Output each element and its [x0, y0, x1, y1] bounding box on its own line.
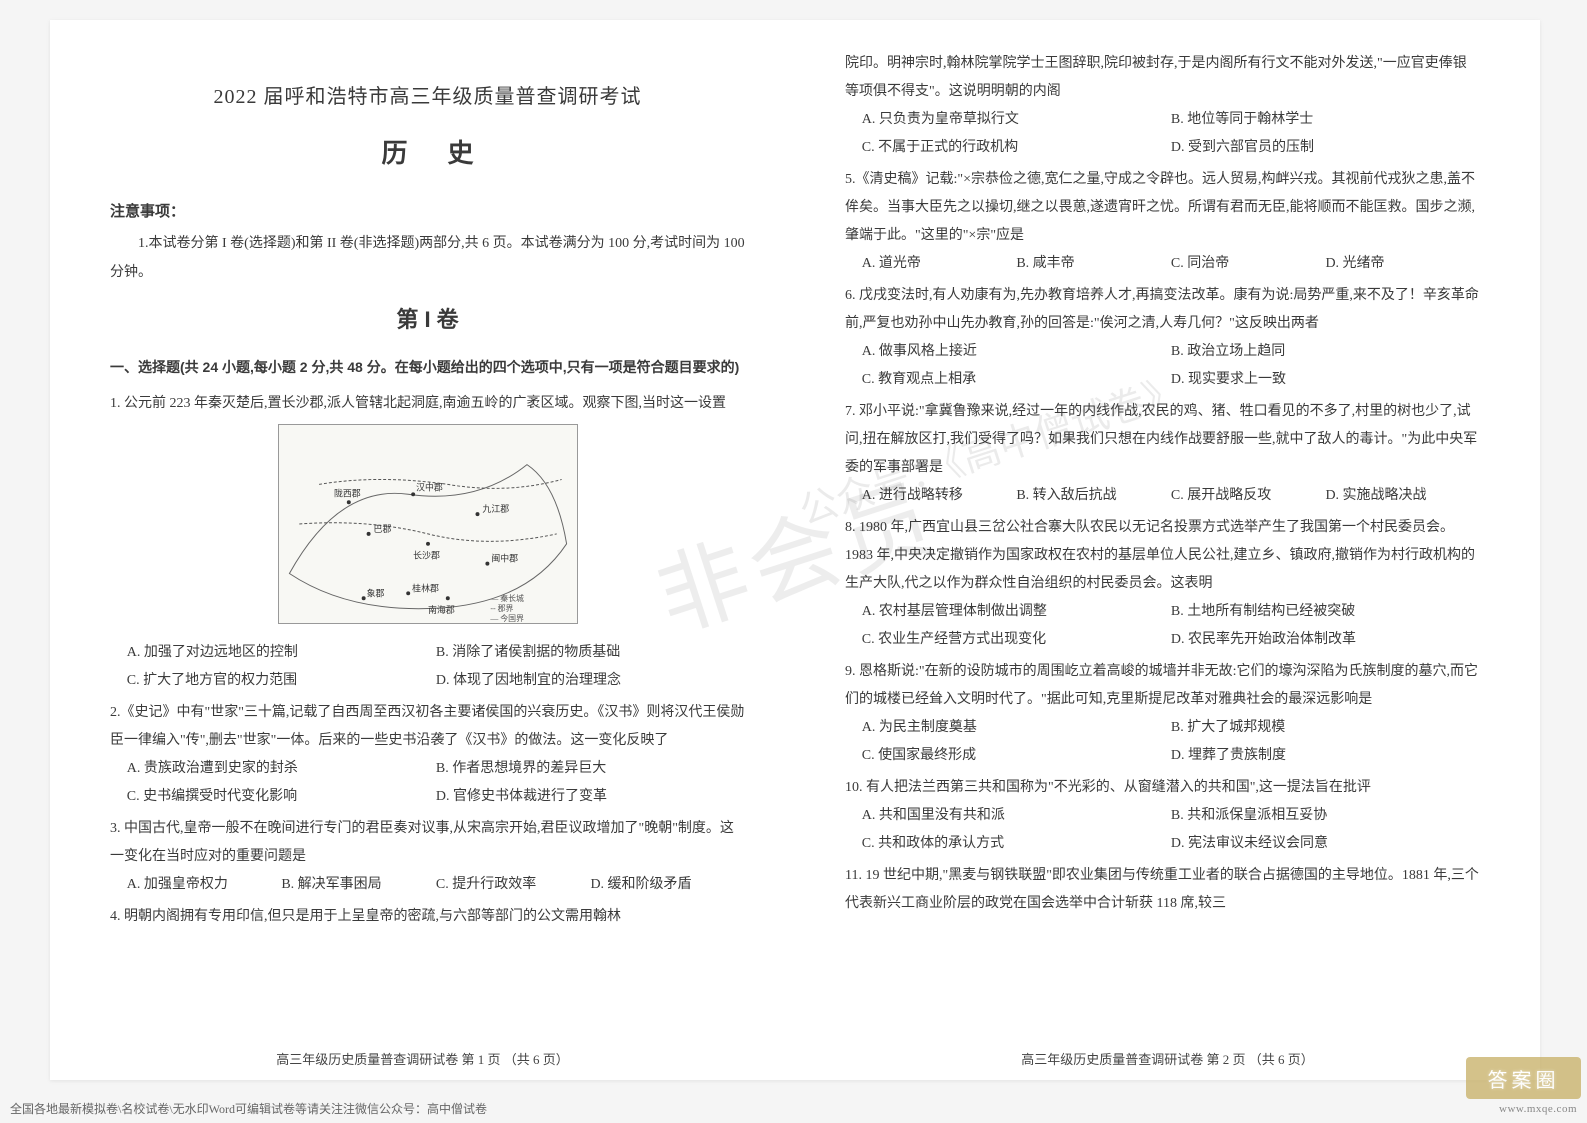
q4-opt-d: D. 受到六部官员的压制 — [1171, 134, 1480, 162]
q9-stem: 9. 恩格斯说:"在新的设防城市的周围屹立着高峻的城墙并非无故:它们的壕沟深陷为… — [845, 658, 1480, 714]
svg-text:闽中郡: 闽中郡 — [491, 553, 518, 564]
svg-text:长沙郡: 长沙郡 — [413, 550, 440, 561]
question-11-partial: 11. 19 世纪中期,"黑麦与钢铁联盟"即农业集团与传统重工业者的联合占据德国… — [845, 862, 1480, 918]
q9-opt-d: D. 埋葬了贵族制度 — [1171, 742, 1480, 770]
q3-opt-a: A. 加强皇帝权力 — [127, 871, 282, 899]
question-1: 1. 公元前 223 年秦灭楚后,置长沙郡,派人管辖北起洞庭,南逾五岭的广袤区域… — [110, 390, 745, 695]
q8-opt-a: A. 农村基层管理体制做出调整 — [862, 598, 1171, 626]
question-2: 2.《史记》中有"世家"三十篇,记载了自西周至西汉初各主要诸侯国的兴衰历史。《汉… — [110, 699, 745, 811]
svg-text:汉中郡: 汉中郡 — [416, 482, 443, 493]
notice-label: 注意事项： — [110, 200, 745, 221]
svg-text:— 今国界: — 今国界 — [489, 613, 524, 623]
svg-text:-- 郡界: -- 郡界 — [490, 604, 513, 613]
q9-opt-b: B. 扩大了城邦规模 — [1171, 714, 1480, 742]
q6-opt-a: A. 做事风格上接近 — [862, 338, 1171, 366]
part1-label: 第 I 卷 — [110, 302, 745, 334]
question-7: 7. 邓小平说:"拿冀鲁豫来说,经过一年的内线作战,农民的鸡、猪、牲口看见的不多… — [845, 398, 1480, 510]
q5-stem: 5.《清史稿》记载:"×宗恭俭之德,宽仁之量,守成之令辟也。远人贸易,构衅兴戎。… — [845, 166, 1480, 250]
svg-text:桂林郡: 桂林郡 — [412, 583, 439, 594]
q1-opt-b: B. 消除了诸侯割据的物质基础 — [436, 639, 745, 667]
q10-opt-b: B. 共和派保皇派相互妥协 — [1171, 802, 1480, 830]
q3-opt-b: B. 解决军事困局 — [281, 871, 436, 899]
q4-stem-partial: 4. 明朝内阁拥有专用印信,但只是用于上呈皇帝的密疏,与六部等部门的公文需用翰林 — [110, 903, 745, 931]
svg-text:象郡: 象郡 — [366, 588, 384, 599]
question-6: 6. 戊戌变法时,有人劝康有为,先办教育培养人才,再搞变法改革。康有为说:局势严… — [845, 282, 1480, 394]
q7-opt-c: C. 展开战略反攻 — [1171, 482, 1326, 510]
page-2: 院印。明神宗时,翰林院掌院学士王图辞职,院印被封存,于是内阁所有行文不能对外发送… — [795, 20, 1540, 1080]
svg-text:陇西郡: 陇西郡 — [333, 488, 360, 499]
q5-opt-b: B. 咸丰帝 — [1016, 250, 1171, 278]
q8-opt-c: C. 农业生产经营方式出现变化 — [862, 626, 1171, 654]
q6-stem: 6. 戊戌变法时,有人劝康有为,先办教育培养人才,再搞变法改革。康有为说:局势严… — [845, 282, 1480, 338]
q3-stem: 3. 中国古代,皇帝一般不在晚间进行专门的君臣奏对议事,从宋高宗开始,君臣议政增… — [110, 815, 745, 871]
q2-opt-d: D. 官修史书体裁进行了变革 — [436, 783, 745, 811]
q10-stem: 10. 有人把法兰西第三共和国称为"不光彩的、从窗缝潜入的共和国",这一提法旨在… — [845, 774, 1480, 802]
section1-instructions: 一、选择题(共 24 小题,每小题 2 分,共 48 分。在每小题给出的四个选项… — [110, 354, 745, 381]
q8-opt-b: B. 土地所有制结构已经被突破 — [1171, 598, 1480, 626]
q9-opt-c: C. 使国家最终形成 — [862, 742, 1171, 770]
svg-text:南海郡: 南海郡 — [428, 604, 455, 615]
q1-stem: 1. 公元前 223 年秦灭楚后,置长沙郡,派人管辖北起洞庭,南逾五岭的广袤区域… — [110, 390, 745, 418]
question-10: 10. 有人把法兰西第三共和国称为"不光彩的、从窗缝潜入的共和国",这一提法旨在… — [845, 774, 1480, 858]
q4-opt-c: C. 不属于正式的行政机构 — [862, 134, 1171, 162]
q1-opt-c: C. 扩大了地方官的权力范围 — [127, 667, 436, 695]
q6-opt-d: D. 现实要求上一致 — [1171, 366, 1480, 394]
question-3: 3. 中国古代,皇帝一般不在晚间进行专门的君臣奏对议事,从宋高宗开始,君臣议政增… — [110, 815, 745, 899]
q1-opt-a: A. 加强了对边远地区的控制 — [127, 639, 436, 667]
question-4-partial: 4. 明朝内阁拥有专用印信,但只是用于上呈皇帝的密疏,与六部等部门的公文需用翰林 — [110, 903, 745, 931]
q9-opt-a: A. 为民主制度奠基 — [862, 714, 1171, 742]
svg-text:九江郡: 九江郡 — [482, 504, 509, 514]
question-4-cont: 院印。明神宗时,翰林院掌院学士王图辞职,院印被封存,于是内阁所有行文不能对外发送… — [845, 50, 1480, 162]
exam-subject: 历史 — [110, 133, 745, 170]
q6-opt-b: B. 政治立场上趋同 — [1171, 338, 1480, 366]
q4-cont: 院印。明神宗时,翰林院掌院学士王图辞职,院印被封存,于是内阁所有行文不能对外发送… — [845, 50, 1480, 106]
q10-opt-d: D. 宪法审议未经议会同意 — [1171, 830, 1480, 858]
notice-text: 1.本试卷分第 I 卷(选择题)和第 II 卷(非选择题)两部分,共 6 页。本… — [110, 229, 745, 288]
q3-opt-c: C. 提升行政效率 — [436, 871, 591, 899]
q5-opt-d: D. 光绪帝 — [1325, 250, 1480, 278]
q1-opt-d: D. 体现了因地制宜的治理理念 — [436, 667, 745, 695]
q10-opt-a: A. 共和国里没有共和派 — [862, 802, 1171, 830]
page2-footer: 高三年级历史质量普查调研试卷 第 2 页 （共 6 页） — [795, 1049, 1540, 1068]
q11-stem-partial: 11. 19 世纪中期,"黑麦与钢铁联盟"即农业集团与传统重工业者的联合占据德国… — [845, 862, 1480, 918]
q3-opt-d: D. 缓和阶级矛盾 — [590, 871, 745, 899]
q5-opt-c: C. 同治帝 — [1171, 250, 1326, 278]
q7-opt-d: D. 实施战略决战 — [1325, 482, 1480, 510]
q8-opt-d: D. 农民率先开始政治体制改革 — [1171, 626, 1480, 654]
page-1: 2022 届呼和浩特市高三年级质量普查调研考试 历史 注意事项： 1.本试卷分第… — [50, 20, 795, 1080]
question-5: 5.《清史稿》记载:"×宗恭俭之德,宽仁之量,守成之令辟也。远人贸易,构衅兴戎。… — [845, 166, 1480, 278]
question-9: 9. 恩格斯说:"在新的设防城市的周围屹立着高峻的城墙并非无故:它们的壕沟深陷为… — [845, 658, 1480, 770]
q4-opt-b: B. 地位等同于翰林学士 — [1171, 106, 1480, 134]
corner-badge: 答案圈 — [1466, 1057, 1581, 1099]
question-8: 8. 1980 年,广西宜山县三岔公社合寨大队农民以无记名投票方式选举产生了我国… — [845, 514, 1480, 654]
q2-opt-c: C. 史书编撰受时代变化影响 — [127, 783, 436, 811]
corner-url: www.mxqe.com — [1499, 1103, 1577, 1115]
q5-opt-a: A. 道光帝 — [862, 250, 1017, 278]
q2-opt-a: A. 贵族政治遭到史家的封杀 — [127, 755, 436, 783]
page1-footer: 高三年级历史质量普查调研试卷 第 1 页 （共 6 页） — [50, 1049, 795, 1068]
q7-opt-b: B. 转入敌后抗战 — [1016, 482, 1171, 510]
q7-stem: 7. 邓小平说:"拿冀鲁豫来说,经过一年的内线作战,农民的鸡、猪、牲口看见的不多… — [845, 398, 1480, 482]
exam-title: 2022 届呼和浩特市高三年级质量普查调研考试 — [110, 80, 745, 109]
q1-map-figure: 巴郡 长沙郡 九江郡 汉中郡 陇西郡 闽中郡 桂林郡 象郡 南海郡 — 秦长城 … — [278, 424, 578, 624]
svg-text:巴郡: 巴郡 — [373, 524, 391, 534]
svg-text:— 秦长城: — 秦长城 — [489, 594, 524, 604]
q10-opt-c: C. 共和政体的承认方式 — [862, 830, 1171, 858]
q4-opt-a: A. 只负责为皇帝草拟行文 — [862, 106, 1171, 134]
q2-opt-b: B. 作者思想境界的差异巨大 — [436, 755, 745, 783]
q6-opt-c: C. 教育观点上相承 — [862, 366, 1171, 394]
exam-paper: 非会员 公众号：《高中僧试卷》 2022 届呼和浩特市高三年级质量普查调研考试 … — [50, 20, 1540, 1080]
source-footer-bar: 全国各地最新模拟卷\名校试卷\无水印Word可编辑试卷等请关注注微信公众号：高中… — [0, 1094, 1587, 1123]
q2-stem: 2.《史记》中有"世家"三十篇,记载了自西周至西汉初各主要诸侯国的兴衰历史。《汉… — [110, 699, 745, 755]
q8-stem: 8. 1980 年,广西宜山县三岔公社合寨大队农民以无记名投票方式选举产生了我国… — [845, 514, 1480, 598]
q7-opt-a: A. 进行战略转移 — [862, 482, 1017, 510]
